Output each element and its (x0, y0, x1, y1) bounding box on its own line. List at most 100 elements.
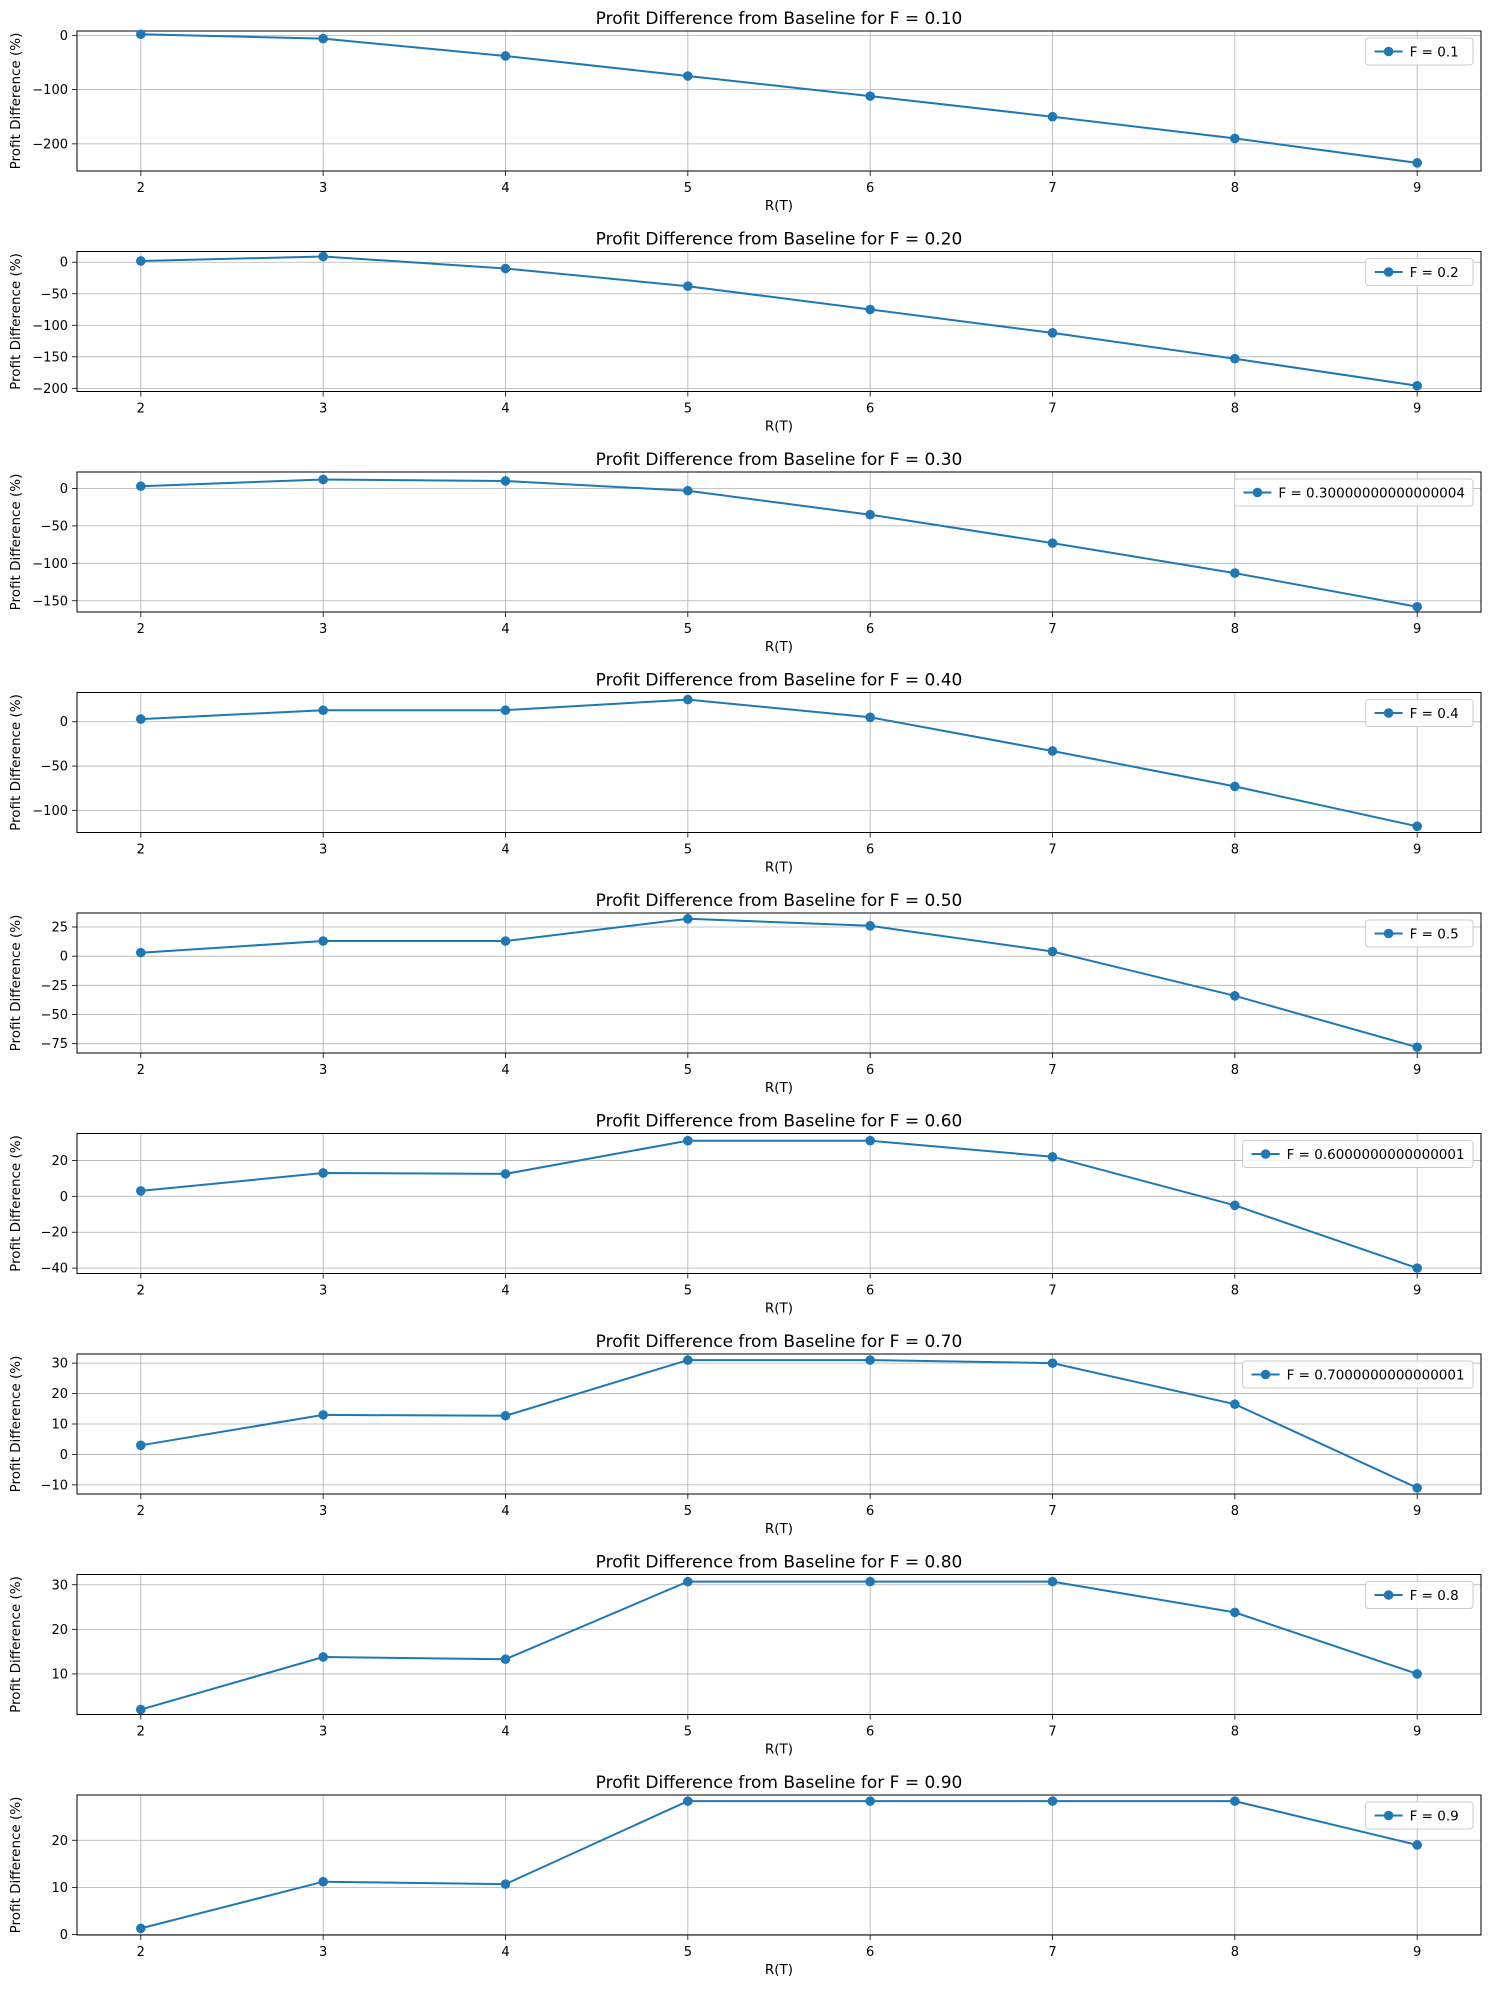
data-point (1047, 538, 1058, 548)
legend-label: F = 0.9 (1410, 1809, 1459, 1825)
x-axis-label: R(T) (765, 1521, 793, 1537)
data-point (1230, 1607, 1240, 1618)
x-tick-label: 6 (866, 1063, 874, 1078)
legend-box (1365, 37, 1474, 66)
x-tick-label: 4 (501, 402, 509, 417)
data-point (1230, 353, 1240, 364)
y-tick-label: 0 (60, 1190, 68, 1205)
y-axis-label: Profit Difference (%) (8, 1356, 24, 1493)
x-tick-label: 2 (137, 622, 145, 637)
axes-frame (76, 30, 1482, 172)
data-point (1412, 601, 1422, 612)
x-tick-label: 9 (1413, 181, 1421, 196)
data-point (865, 91, 875, 101)
y-tick-label: 0 (60, 29, 68, 44)
data-point (318, 1168, 328, 1178)
subplot-title: Profit Difference from Baseline for F = … (596, 230, 963, 250)
axes-frame (76, 471, 1482, 613)
data-point (1412, 158, 1422, 168)
y-tick-label: −200 (32, 137, 68, 152)
data-point (500, 51, 511, 61)
y-tick-label: −75 (41, 1037, 68, 1052)
data-point (1412, 821, 1422, 832)
data-point (136, 947, 146, 958)
legend-label: F = 0.4 (1410, 706, 1459, 722)
legend-marker (1383, 46, 1394, 57)
x-tick-label: 5 (684, 1725, 692, 1740)
data-point (136, 1923, 146, 1934)
data-point (1412, 1263, 1422, 1273)
axes-frame (76, 1794, 1482, 1936)
x-axis-label: R(T) (765, 419, 793, 435)
grid (77, 692, 1481, 833)
y-tick-label: −40 (41, 1262, 68, 1277)
axes-frame (76, 251, 1482, 392)
x-tick-label: 3 (319, 181, 327, 196)
x-axis-label: R(T) (765, 1301, 793, 1317)
grid (77, 913, 1481, 1053)
grid (77, 1354, 1481, 1494)
y-axis-label: Profit Difference (%) (8, 1797, 24, 1934)
x-tick-label: 5 (684, 1063, 692, 1078)
data-point (1047, 946, 1058, 957)
legend-label: F = 0.2 (1410, 265, 1459, 281)
y-tick-label: 10 (51, 1418, 68, 1433)
data-point (500, 936, 511, 946)
x-tick-label: 3 (319, 1945, 327, 1960)
data-point (318, 33, 328, 44)
data-point (500, 705, 511, 716)
data-point (1230, 133, 1240, 144)
x-tick-label: 5 (684, 181, 692, 196)
x-tick-label: 4 (501, 1504, 509, 1519)
subplot-title: Profit Difference from Baseline for F = … (596, 671, 963, 691)
data-point (1047, 1796, 1058, 1806)
subplot-6: Profit Difference from Baseline for F = … (8, 1112, 1482, 1317)
data-point (1230, 781, 1240, 792)
grid (77, 1795, 1481, 1935)
x-tick-label: 8 (1231, 181, 1239, 196)
x-tick-label: 6 (866, 402, 874, 417)
y-tick-label: −200 (32, 382, 68, 397)
data-point (318, 251, 328, 262)
legend: F = 0.5 (1365, 919, 1474, 948)
data-point (865, 1796, 875, 1806)
axes-frame (76, 1353, 1482, 1495)
x-tick-label: 3 (319, 402, 327, 417)
y-tick-label: 0 (60, 256, 68, 271)
data-point (136, 714, 146, 724)
subplot-title: Profit Difference from Baseline for F = … (596, 9, 963, 29)
x-axis-label: R(T) (765, 860, 793, 876)
legend: F = 0.8 (1365, 1581, 1474, 1609)
axes-frame (76, 912, 1482, 1054)
subplot-3: Profit Difference from Baseline for F = … (8, 450, 1482, 655)
x-tick-label: 7 (1048, 1063, 1056, 1078)
series-path (140, 1580, 1418, 1711)
legend-marker (1383, 267, 1394, 277)
subplot-7: Profit Difference from Baseline for F = … (8, 1332, 1482, 1537)
x-tick-label: 2 (137, 1284, 145, 1299)
legend: F = 0.30000000000000004 (1233, 478, 1474, 507)
axes-frame (76, 692, 1482, 833)
data-point (318, 1410, 328, 1420)
data-point (683, 1135, 693, 1146)
series-path (140, 1359, 1418, 1489)
y-tick-label: −10 (41, 1478, 68, 1493)
x-tick-label: 9 (1413, 1063, 1421, 1078)
data-point (683, 1355, 693, 1365)
y-tick-label: 0 (60, 715, 68, 730)
legend: F = 0.9 (1365, 1801, 1474, 1830)
data-point (136, 1186, 146, 1196)
y-tick-label: 0 (60, 950, 68, 965)
x-axis-label: R(T) (765, 198, 793, 214)
series-path (140, 1139, 1418, 1270)
x-tick-label: 7 (1048, 181, 1056, 196)
data-point (1412, 1042, 1422, 1052)
y-tick-label: −100 (32, 319, 68, 334)
legend-box (1233, 478, 1474, 507)
grid (77, 251, 1481, 392)
data-point (318, 1876, 328, 1887)
legend-marker (1260, 1369, 1271, 1380)
axes-frame (76, 1133, 1482, 1274)
x-tick-label: 4 (501, 1945, 509, 1960)
x-axis-label: R(T) (765, 1080, 793, 1096)
